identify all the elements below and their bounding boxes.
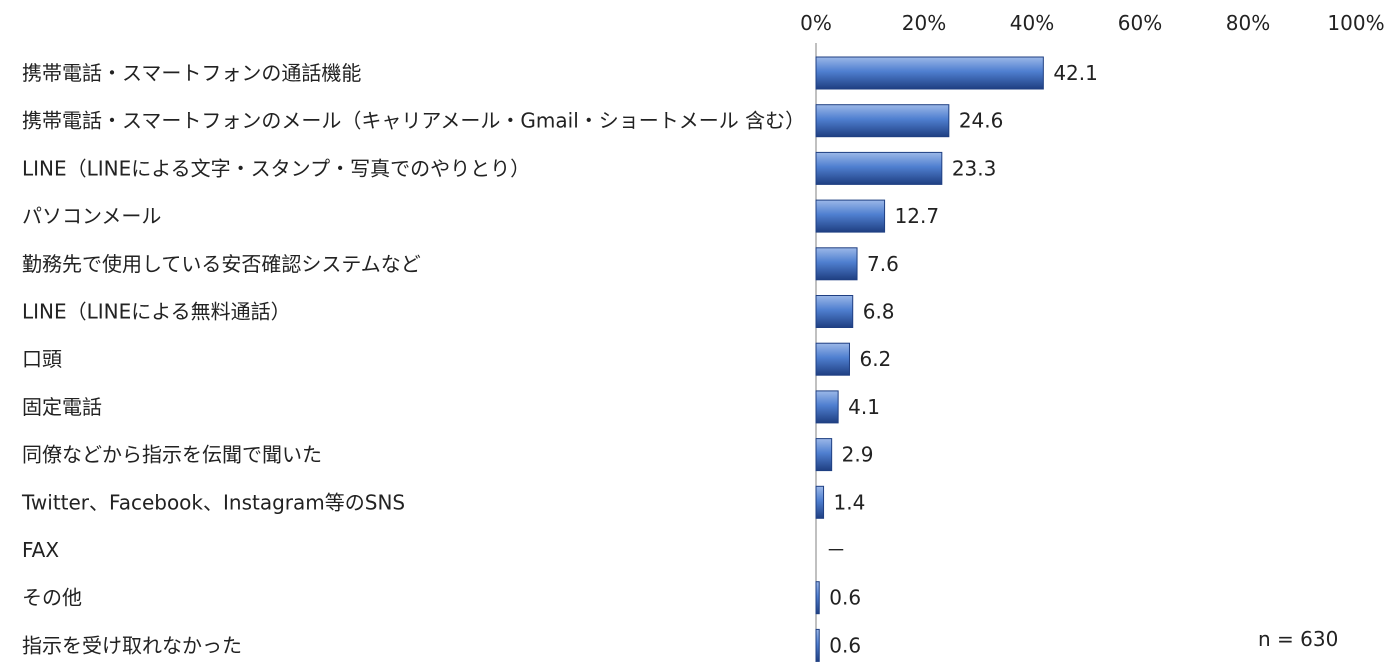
- bar: [815, 295, 854, 328]
- bar: [815, 342, 850, 376]
- category-label: Twitter、Facebook、Instagram等のSNS: [21, 490, 405, 514]
- bars: [815, 56, 1044, 662]
- value-label: 1.4: [834, 490, 866, 514]
- category-labels: 携帯電話・スマートフォンの通話機能携帯電話・スマートフォンのメール（キャリアメー…: [21, 61, 805, 657]
- category-label: 同僚などから指示を伝聞で聞いた: [22, 443, 322, 467]
- x-tick-label: 60%: [1118, 11, 1162, 35]
- x-tick-label: 100%: [1327, 11, 1384, 35]
- value-label: 2.9: [842, 443, 874, 467]
- bar: [815, 104, 950, 138]
- category-label: 指示を受け取れなかった: [22, 633, 242, 657]
- value-label: 6.2: [859, 347, 891, 371]
- value-label: 24.6: [959, 109, 1004, 133]
- bar: [815, 438, 833, 472]
- bar: [815, 56, 1044, 90]
- x-tick-label: 0%: [800, 11, 832, 35]
- bar: [815, 151, 943, 185]
- category-label: 携帯電話・スマートフォンの通話機能: [22, 61, 361, 85]
- x-tick-label: 20%: [902, 11, 946, 35]
- category-label: 固定電話: [22, 395, 102, 419]
- bar: [815, 581, 820, 615]
- category-label: FAX: [22, 538, 59, 562]
- x-axis-ticks: 0% 20% 40% 60% 80% 100%: [800, 11, 1384, 35]
- category-label: 携帯電話・スマートフォンのメール（キャリアメール・Gmail・ショートメール 含…: [22, 109, 805, 133]
- value-label: 12.7: [895, 204, 940, 228]
- bar: [815, 485, 825, 519]
- x-tick-label: 40%: [1010, 11, 1054, 35]
- category-label: 勤務先で使用している安否確認システムなど: [22, 252, 421, 276]
- bar: [815, 199, 886, 233]
- value-label: 0.6: [829, 586, 861, 610]
- bar: [815, 390, 839, 424]
- x-tick-label: 80%: [1226, 11, 1270, 35]
- bar: [815, 628, 820, 662]
- sample-size-note: n = 630: [1258, 627, 1338, 651]
- value-label: 23.3: [952, 156, 997, 180]
- value-label: －: [826, 538, 846, 562]
- value-label: 4.1: [848, 395, 880, 419]
- category-label: LINE（LINEによる文字・スタンプ・写真でのやりとり）: [22, 156, 530, 180]
- value-label: 0.6: [829, 633, 861, 657]
- value-label: 6.8: [863, 300, 895, 324]
- value-labels: 42.1 24.6 23.3 12.7 7.6 6.8 6.2 4.1 2.9 1.4 － 0.6 0.…: [826, 61, 1098, 657]
- value-label: 42.1: [1053, 61, 1098, 85]
- bar: [815, 247, 858, 281]
- category-label: その他: [22, 586, 82, 610]
- value-label: 7.6: [867, 252, 899, 276]
- category-label: 口頭: [22, 347, 62, 371]
- category-label: パソコンメール: [22, 204, 161, 228]
- category-label: LINE（LINEによる無料通話）: [22, 300, 291, 324]
